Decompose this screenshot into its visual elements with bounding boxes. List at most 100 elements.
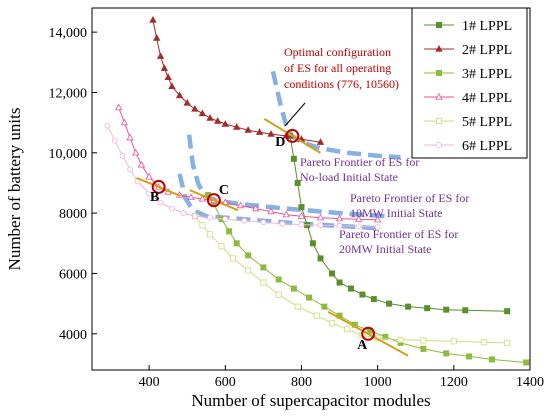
y-tick-label: 14,000 <box>49 26 88 41</box>
data-point <box>168 82 176 90</box>
data-point <box>119 152 126 159</box>
pareto-label-1-line: Pareto Frontier of ES for <box>350 191 469 205</box>
data-point <box>282 210 290 218</box>
pareto-label-0-line: Pareto Frontier of ES for <box>300 155 419 169</box>
data-point <box>207 231 214 238</box>
data-point <box>260 264 267 271</box>
data-point <box>481 339 488 346</box>
tangent-line-B <box>136 176 182 197</box>
data-point <box>313 312 320 319</box>
data-point <box>335 214 344 222</box>
legend: 1# LPPL 2# LPPL 3# LPPL 4# LPPL 5# LPPL 6# LP… <box>411 7 528 159</box>
data-point <box>145 172 153 180</box>
y-tick-label: 8000 <box>59 207 87 222</box>
data-point <box>328 270 335 277</box>
data-point <box>397 336 404 343</box>
point-label-D: D <box>275 135 285 150</box>
series-6 <box>104 122 381 230</box>
data-point <box>164 73 172 80</box>
data-point <box>126 133 134 141</box>
data-point <box>146 190 153 197</box>
data-point <box>221 120 229 127</box>
point-label-B: B <box>150 190 159 205</box>
legend-item-2: 2# LPPL <box>424 43 512 58</box>
data-point <box>218 243 225 250</box>
data-point <box>191 213 198 220</box>
data-point <box>180 210 187 217</box>
data-point <box>290 285 297 292</box>
data-point <box>191 105 199 112</box>
data-point <box>233 123 241 130</box>
data-point <box>321 303 328 310</box>
data-point <box>169 205 175 212</box>
y-tick-label: 4000 <box>59 328 87 343</box>
optimal-annotation-leader <box>284 102 306 127</box>
data-point <box>120 118 129 126</box>
data-point <box>132 148 140 156</box>
y-tick-label: 12,000 <box>49 86 88 101</box>
legend-label: 1# LPPL <box>462 19 512 34</box>
data-point <box>279 220 286 227</box>
legend-swatch-marker <box>435 92 443 100</box>
data-point <box>187 193 195 201</box>
pareto-label-1-line: 10MW Initial State <box>350 206 442 220</box>
optimal-annotation-line: Optimal configuration <box>284 45 391 59</box>
tangent-lines <box>136 118 409 357</box>
data-point <box>175 91 184 99</box>
data-point <box>317 222 324 229</box>
data-point <box>306 294 313 301</box>
plot-frame <box>91 7 531 371</box>
data-point <box>336 222 343 229</box>
data-point <box>214 117 222 124</box>
data-point <box>222 216 229 223</box>
pareto-label-1: Pareto Frontier of ES for 10MW Initial St… <box>350 191 469 220</box>
pareto-label-0: Pareto Frontier of ES for No-load Initial… <box>300 155 419 184</box>
data-point <box>260 279 267 286</box>
data-point <box>424 305 431 312</box>
data-point <box>359 291 366 298</box>
data-point <box>157 199 164 206</box>
series-4 <box>114 103 382 223</box>
data-point <box>206 114 214 121</box>
y-tick-label: 6000 <box>59 267 87 282</box>
data-point <box>317 255 324 262</box>
y-tick-label: 10,000 <box>49 147 88 162</box>
data-point <box>153 34 161 41</box>
series-5 <box>191 213 511 346</box>
data-point <box>462 307 469 314</box>
data-point <box>386 300 393 307</box>
y-axis-title: Number of battery units <box>5 108 24 271</box>
pareto-label-2-line: Pareto Frontier of ES for <box>339 227 458 241</box>
data-point <box>245 267 252 274</box>
data-point <box>370 296 377 303</box>
legend-label: 5# LPPL <box>462 115 512 130</box>
data-point <box>104 122 111 129</box>
legend-label: 4# LPPL <box>462 91 512 106</box>
highlight-points: A B C D <box>150 128 376 353</box>
data-point <box>252 204 260 212</box>
data-point <box>374 224 381 230</box>
data-point <box>373 215 382 223</box>
data-point <box>236 201 245 209</box>
data-point <box>233 240 240 247</box>
data-point <box>207 214 213 221</box>
data-point <box>199 222 206 229</box>
data-point <box>443 350 450 357</box>
data-point <box>355 223 362 230</box>
legend-swatch-marker <box>435 21 442 28</box>
data-point <box>420 345 427 352</box>
x-tick-label: 1000 <box>364 375 392 390</box>
data-point <box>111 137 118 144</box>
data-point <box>127 166 133 173</box>
data-point <box>316 213 325 221</box>
legend-item-3: 3# LPPL <box>424 67 512 82</box>
tangent-line-D <box>263 118 321 154</box>
legend-item-5: 5# LPPL <box>424 115 512 130</box>
data-point <box>298 221 305 228</box>
legend-box <box>411 7 528 159</box>
legend-item-6: 6# LPPL <box>424 139 512 154</box>
data-point <box>450 338 457 345</box>
data-point <box>198 194 207 202</box>
data-point <box>275 291 282 298</box>
data-point <box>229 255 236 262</box>
